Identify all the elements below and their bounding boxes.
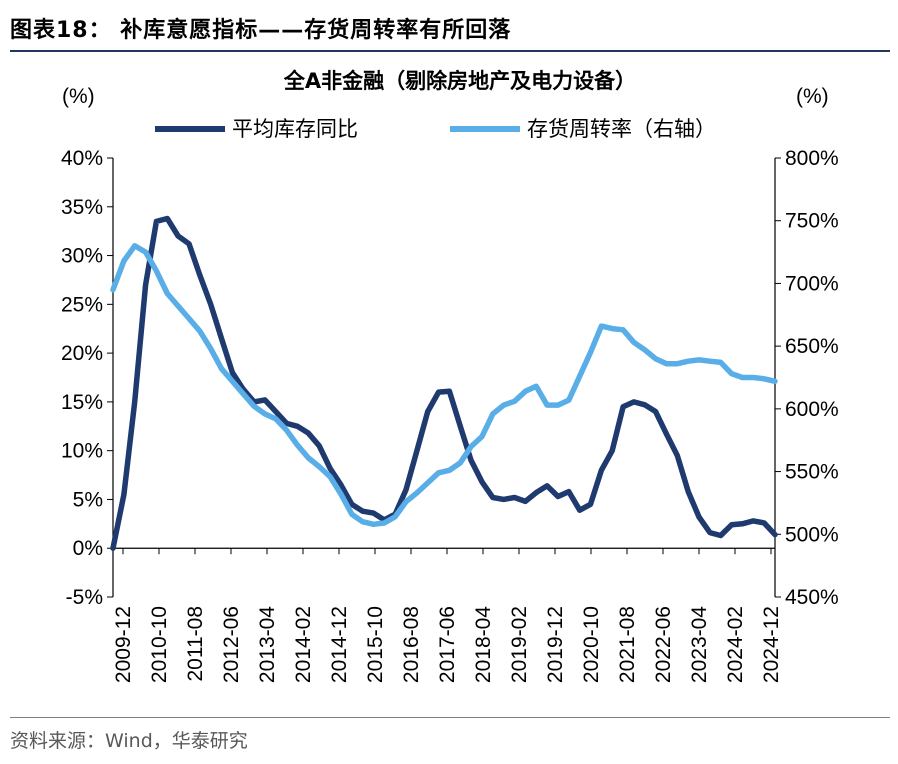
right-tick-label: 800% (785, 147, 839, 170)
right-axis-unit: (%) (796, 85, 829, 108)
plot-lines (110, 215, 778, 551)
right-tick-label: 600% (785, 398, 839, 421)
left-tick-label: 30% (61, 245, 103, 268)
left-tick-label: 35% (61, 196, 103, 219)
left-tick-label: 25% (61, 293, 103, 316)
x-tick-label: 2012-06 (220, 606, 243, 683)
right-tick-label: 750% (785, 210, 839, 233)
right-tick-label: 700% (785, 272, 839, 295)
chart-title: 全A非金融（剔除房地产及电力设备） (283, 69, 636, 93)
x-tick-label: 2010-10 (148, 606, 171, 683)
left-axis-unit: (%) (62, 85, 95, 108)
left-axis: 40% 35% 30% 25% 20% 15% 10% 5% 0% -5% (61, 147, 114, 609)
x-tick-label: 2022-06 (652, 606, 675, 683)
x-tick-label: 2024-12 (760, 606, 783, 683)
left-tick-label: 0% (73, 537, 103, 560)
right-tick-label: 450% (785, 586, 839, 609)
x-tick-label: 2019-12 (544, 606, 567, 683)
series-line-inventory-yoy (110, 215, 778, 551)
left-tick-label: -5% (66, 586, 103, 609)
title-divider (10, 50, 890, 52)
x-tick-label: 2011-08 (184, 606, 207, 682)
source-note: 资料来源：Wind，华泰研究 (10, 730, 248, 752)
x-tick-label: 2018-04 (472, 606, 495, 683)
x-tick-label: 2023-04 (688, 606, 711, 683)
x-tick-label: 2016-08 (400, 606, 423, 683)
right-tick-label: 500% (785, 523, 839, 546)
x-tick-label: 2017-06 (436, 606, 459, 683)
legend-label-series1: 平均库存同比 (232, 117, 358, 141)
left-tick-label: 40% (61, 147, 103, 170)
left-tick-label: 5% (73, 488, 103, 511)
x-tick-label: 2009-12 (112, 606, 135, 683)
series-line-turnover (110, 243, 778, 528)
x-tick-label: 2019-02 (508, 606, 531, 683)
footer-divider (10, 717, 890, 718)
x-tick-label: 2014-02 (292, 606, 315, 683)
left-tick-label: 15% (61, 391, 103, 414)
x-axis: 2009-12 2010-10 2011-08 2012-06 2013-04 2014-… (112, 547, 783, 683)
x-tick-label: 2020-10 (580, 606, 603, 683)
left-tick-label: 20% (61, 342, 103, 365)
legend: 平均库存同比 存货周转率（右轴） (155, 117, 716, 141)
x-tick-label: 2014-12 (328, 606, 351, 683)
figure-title: 图表18： 补库意愿指标——存货周转率有所回落 (10, 18, 512, 43)
left-tick-label: 10% (61, 440, 103, 463)
right-axis: 800% 750% 700% 650% 600% 550% 500% 450% (774, 147, 839, 609)
legend-label-series2: 存货周转率（右轴） (527, 117, 716, 141)
x-tick-label: 2013-04 (256, 606, 279, 683)
x-tick-label: 2024-02 (724, 606, 747, 683)
right-tick-label: 550% (785, 461, 839, 484)
x-tick-label: 2021-08 (616, 606, 639, 683)
right-tick-label: 650% (785, 335, 839, 358)
x-tick-label: 2015-10 (364, 606, 387, 683)
